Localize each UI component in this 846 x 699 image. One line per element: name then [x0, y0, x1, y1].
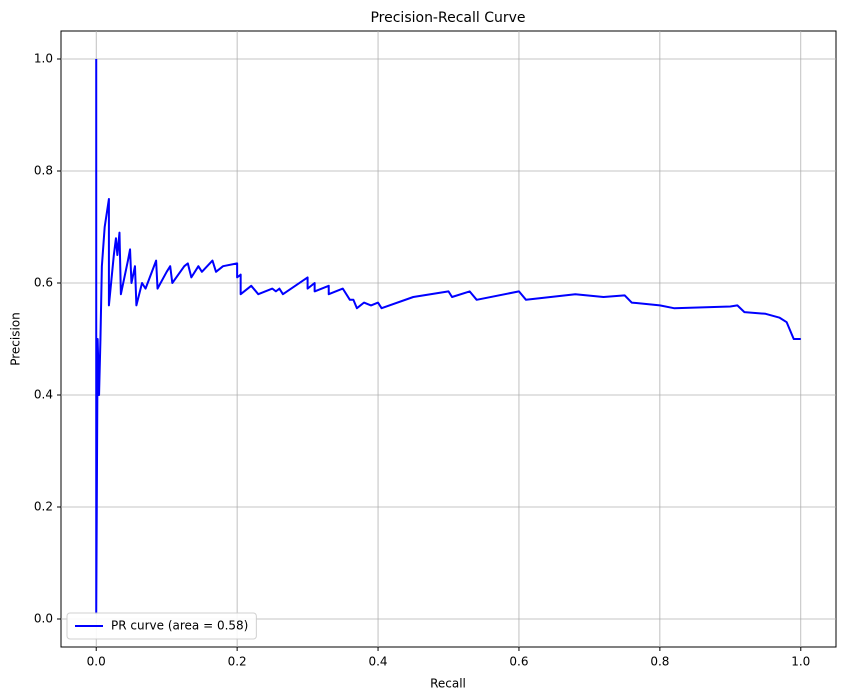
x-tick-label: 1.0 [791, 655, 810, 669]
x-tick-label: 0.8 [650, 655, 669, 669]
legend-box [66, 612, 257, 640]
x-tick-label: 0.2 [228, 655, 247, 669]
x-tick-label: 0.4 [368, 655, 387, 669]
y-axis-label: Precision [9, 312, 23, 366]
y-tick-label: 0.8 [34, 164, 53, 178]
x-tick-label: 0.6 [509, 655, 528, 669]
chart-title: Precision-Recall Curve [370, 10, 525, 26]
legend-label: PR curve (area = 0.58) [111, 619, 248, 633]
plot-frame [60, 30, 837, 648]
pr-line [95, 59, 801, 615]
y-tick-label: 0.0 [34, 612, 53, 626]
y-tick-label: 0.6 [34, 276, 53, 290]
y-tick-label: 0.2 [34, 500, 53, 514]
x-tick-label: 0.0 [87, 655, 106, 669]
y-tick-label: 1.0 [34, 52, 53, 66]
x-axis-label: Recall [430, 677, 466, 691]
y-tick-label: 0.4 [34, 388, 53, 402]
